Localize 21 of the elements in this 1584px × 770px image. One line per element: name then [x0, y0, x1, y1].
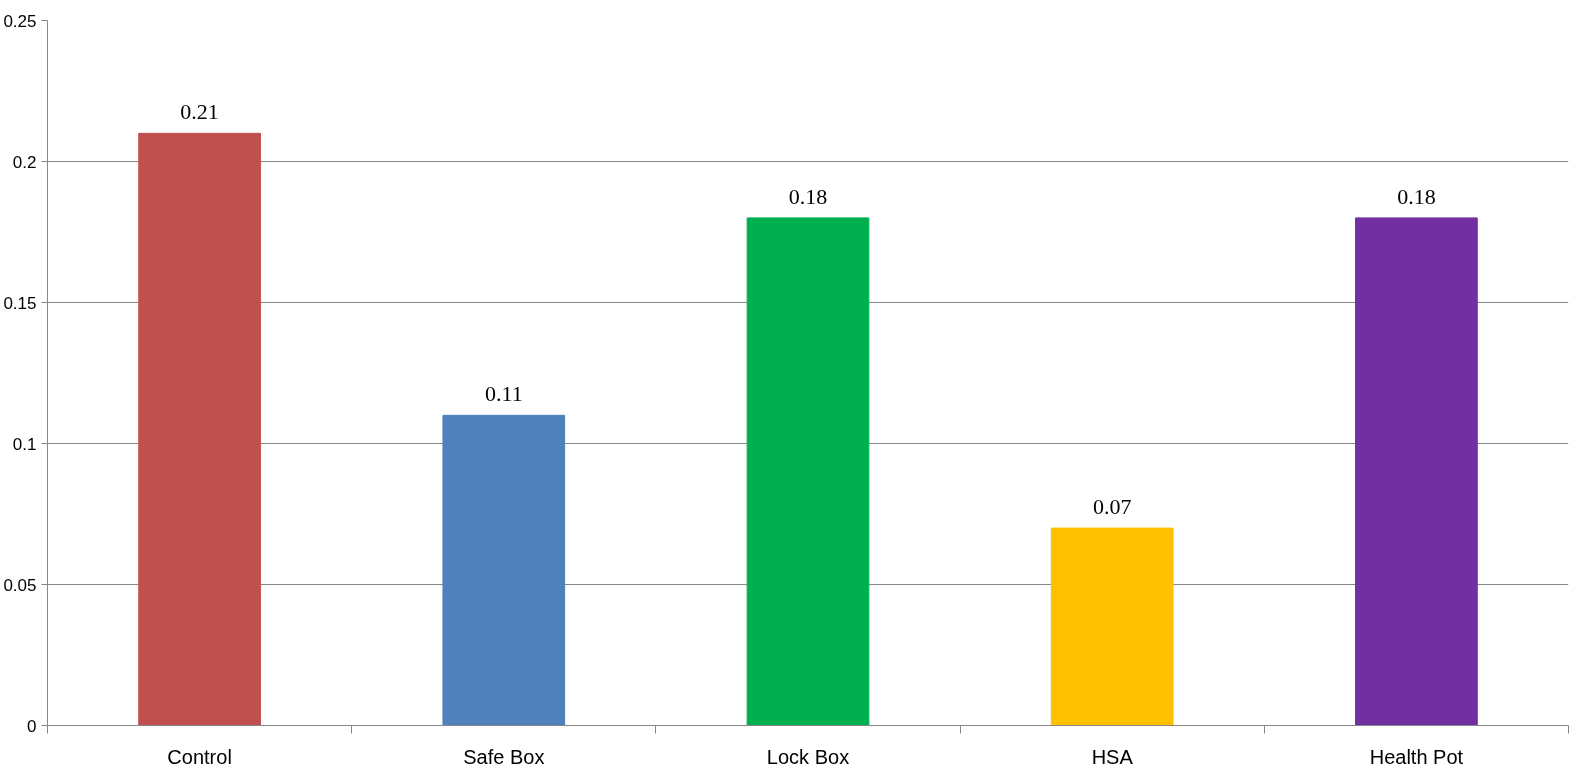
- bar: [1050, 527, 1174, 726]
- bar: [138, 132, 261, 726]
- data-label: 0.07: [1092, 494, 1132, 520]
- x-tick-label: Lock Box: [766, 745, 850, 768]
- y-tick-label: 0: [27, 716, 37, 736]
- x-tick-label: Safe Box: [463, 745, 545, 768]
- y-tick-label: 0.05: [3, 575, 37, 595]
- data-label: 0.21: [180, 99, 219, 125]
- y-tick-label: 0.15: [3, 293, 37, 313]
- bar: [442, 414, 566, 726]
- bar: [746, 217, 870, 726]
- x-tick-label: HSA: [1091, 745, 1134, 768]
- y-tick-label: 0.2: [12, 152, 37, 172]
- y-tick-label: 0.1: [12, 434, 37, 454]
- data-label: 0.11: [484, 381, 523, 407]
- data-label: 0.18: [788, 183, 828, 209]
- y-tick-label: 0.25: [3, 11, 37, 31]
- data-label: 0.18: [1397, 183, 1436, 209]
- bar: [1355, 217, 1478, 726]
- x-tick-label: Control: [167, 745, 232, 768]
- x-tick-label: Health Pot: [1369, 745, 1464, 768]
